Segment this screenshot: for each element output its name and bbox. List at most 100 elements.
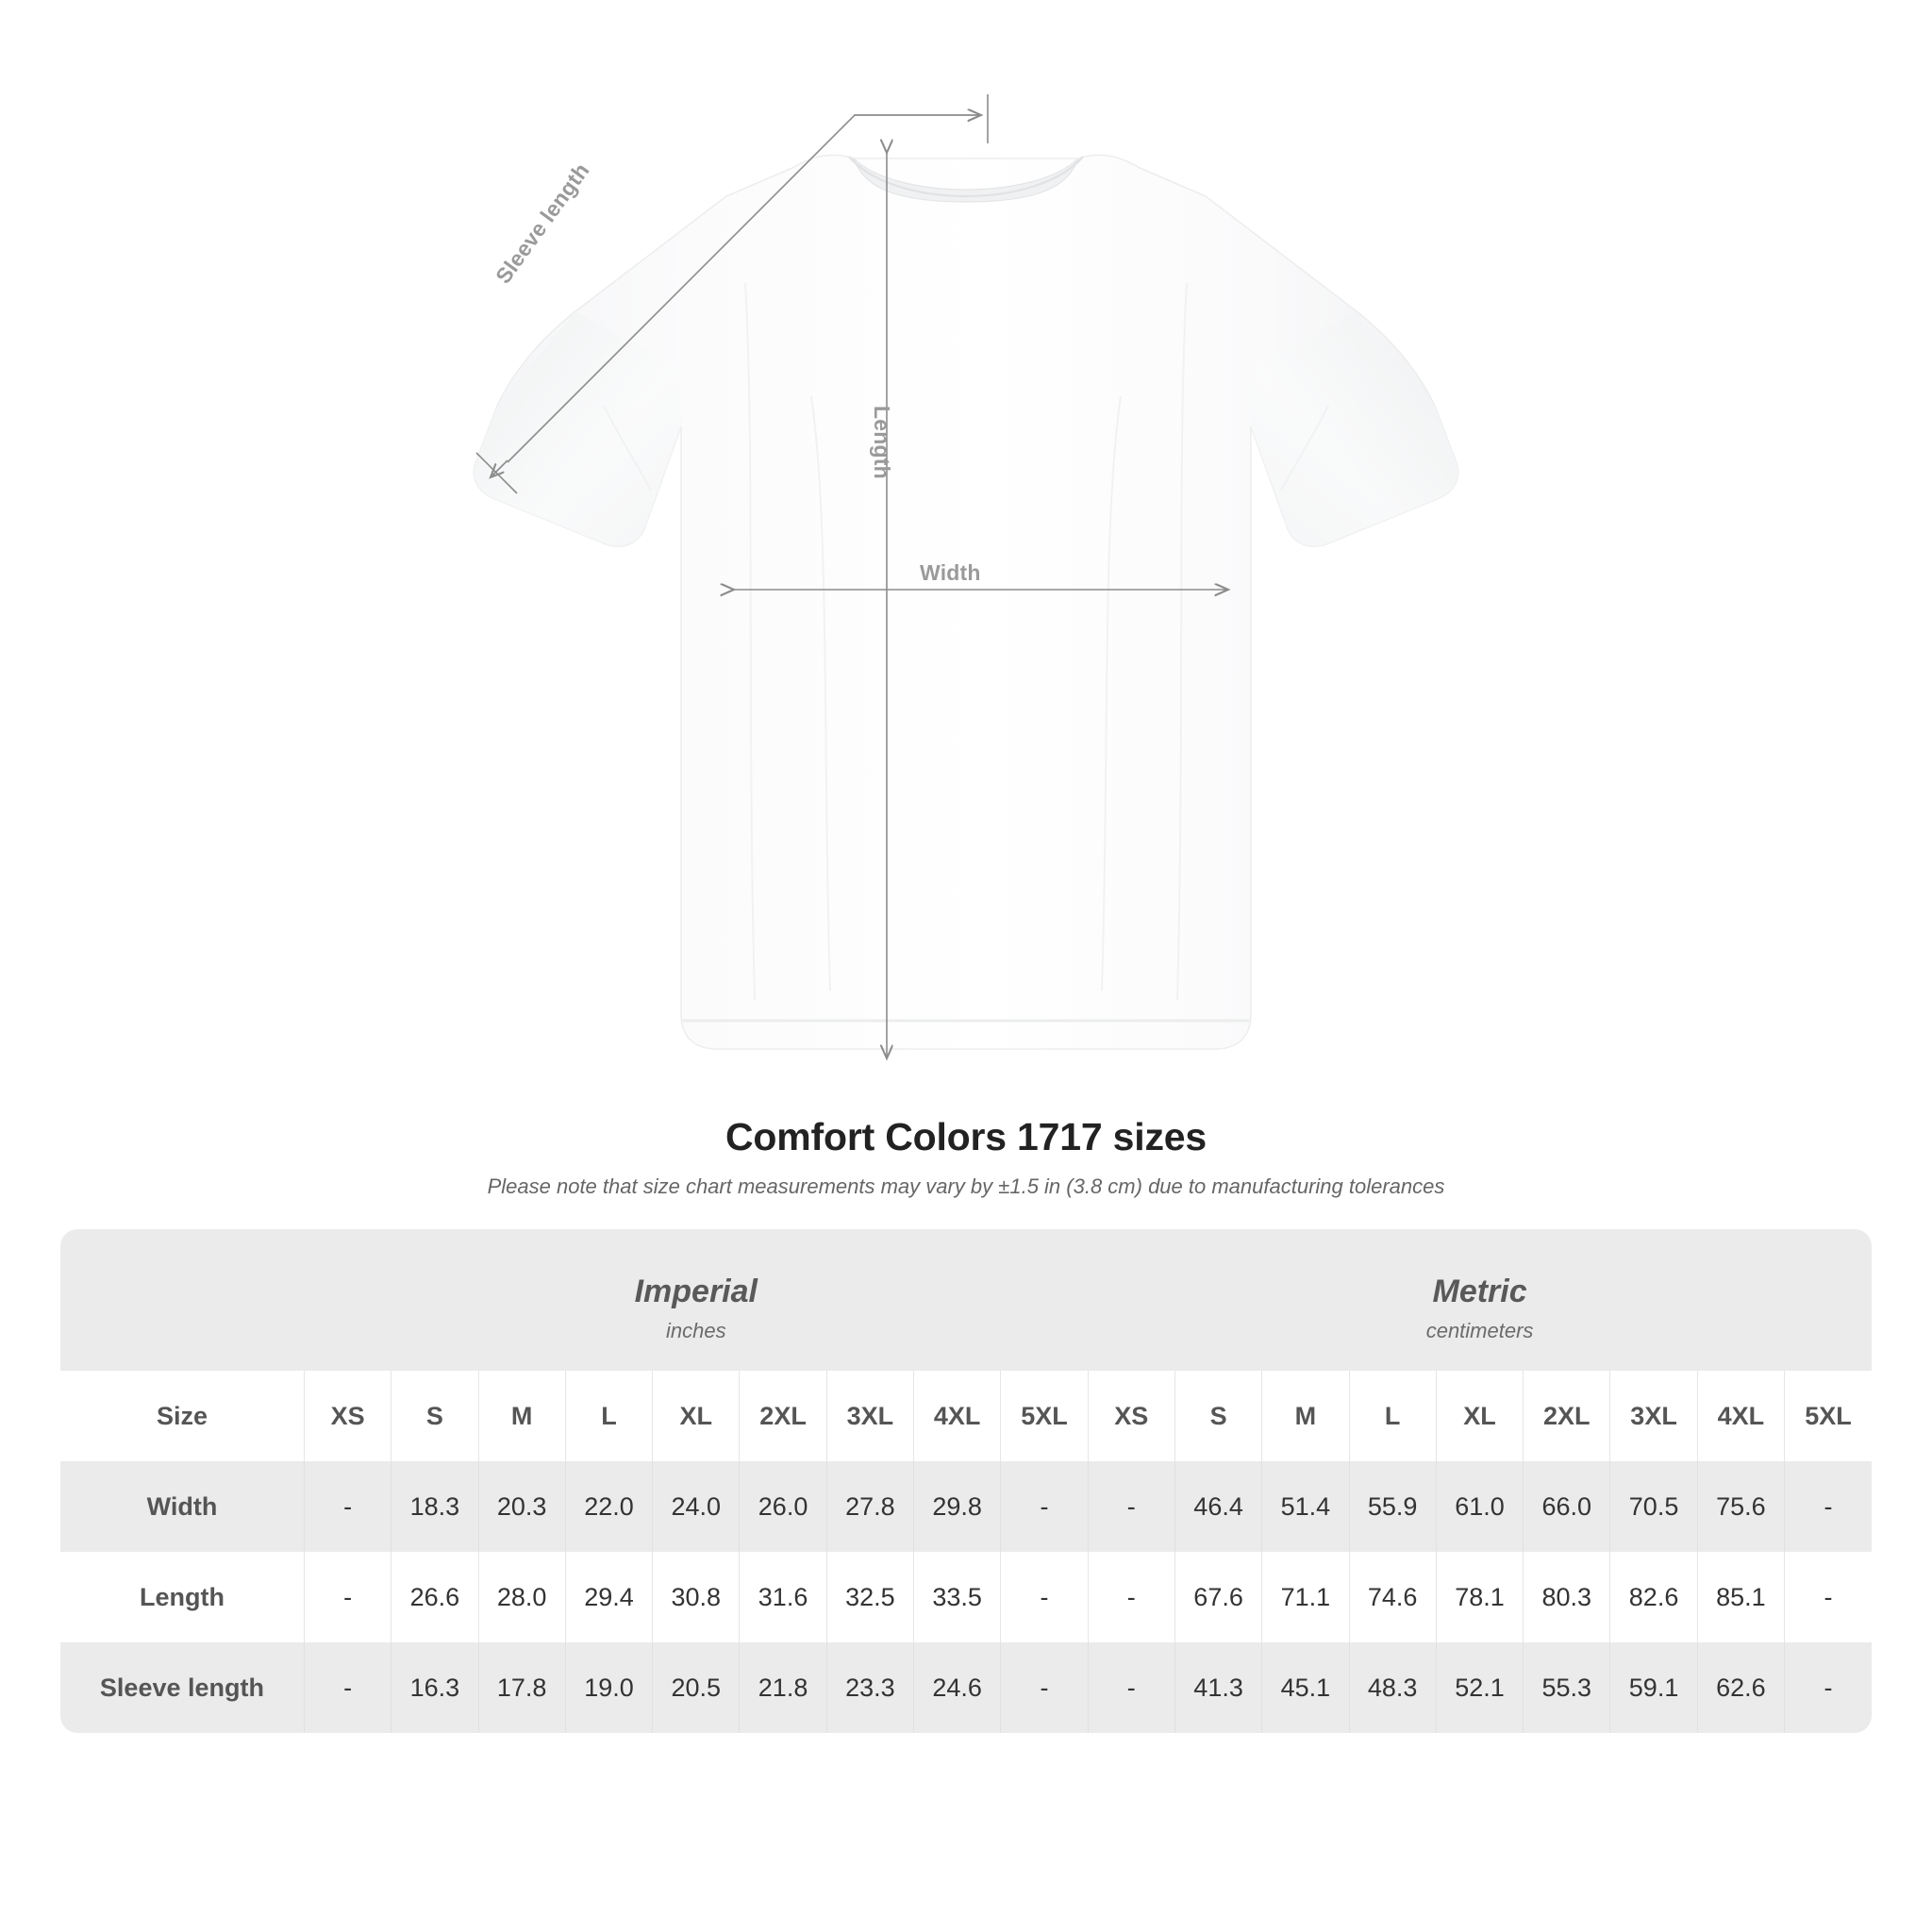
- cell-length-imperial-2xl: 31.6: [739, 1552, 827, 1642]
- table-row: Width - 18.3 20.3 22.0 24.0 26.0 27.8 29…: [60, 1461, 1872, 1552]
- cell-length-imperial-l: 29.4: [564, 1552, 653, 1642]
- cell-sleeve-imperial-3xl: 23.3: [825, 1642, 914, 1733]
- size-col-imperial-m: M: [477, 1371, 566, 1461]
- cell-width-metric-xs: -: [1087, 1461, 1175, 1552]
- cell-width-metric-xl: 61.0: [1435, 1461, 1524, 1552]
- unit-metric: Metric centimeters: [1088, 1229, 1872, 1371]
- cell-length-metric-m: 71.1: [1261, 1552, 1350, 1642]
- cell-width-metric-m: 51.4: [1261, 1461, 1350, 1552]
- size-col-imperial-xs: XS: [303, 1371, 391, 1461]
- cell-sleeve-imperial-xl: 20.5: [652, 1642, 740, 1733]
- cell-sleeve-metric-l: 48.3: [1348, 1642, 1437, 1733]
- size-col-metric-2xl: 2XL: [1523, 1371, 1610, 1461]
- cell-width-metric-5xl: -: [1784, 1461, 1872, 1552]
- cell-sleeve-imperial-2xl: 21.8: [739, 1642, 827, 1733]
- cell-width-metric-2xl: 66.0: [1523, 1461, 1610, 1552]
- row-label-sleeve-length: Sleeve length: [60, 1642, 305, 1733]
- tolerance-note: Please note that size chart measurements…: [487, 1174, 1445, 1198]
- size-col-imperial-l: L: [564, 1371, 653, 1461]
- cell-sleeve-imperial-l: 19.0: [564, 1642, 653, 1733]
- cell-sleeve-metric-4xl: 62.6: [1696, 1642, 1785, 1733]
- cell-length-metric-4xl: 85.1: [1696, 1552, 1785, 1642]
- unit-imperial-name: Imperial: [634, 1274, 758, 1310]
- size-col-imperial-3xl: 3XL: [825, 1371, 914, 1461]
- cell-sleeve-imperial-s: 16.3: [391, 1642, 479, 1733]
- cell-length-imperial-s: 26.6: [391, 1552, 479, 1642]
- width-label: Width: [920, 560, 981, 585]
- row-label-width: Width: [60, 1461, 305, 1552]
- cell-sleeve-imperial-5xl: -: [1000, 1642, 1089, 1733]
- size-header-label: Size: [60, 1371, 305, 1461]
- cell-width-metric-l: 55.9: [1348, 1461, 1437, 1552]
- cell-width-metric-4xl: 75.6: [1696, 1461, 1785, 1552]
- cell-width-imperial-2xl: 26.0: [739, 1461, 827, 1552]
- cell-length-metric-5xl: -: [1784, 1552, 1872, 1642]
- size-col-metric-xl: XL: [1435, 1371, 1524, 1461]
- cell-length-metric-xl: 78.1: [1435, 1552, 1524, 1642]
- unit-band-row: Imperial inches Metric centimeters: [60, 1229, 1872, 1371]
- unit-band-corner: [60, 1229, 305, 1371]
- shirt-body-shape: [473, 154, 1459, 1050]
- size-col-imperial-2xl: 2XL: [739, 1371, 827, 1461]
- cell-length-imperial-m: 28.0: [477, 1552, 566, 1642]
- cell-sleeve-imperial-4xl: 24.6: [913, 1642, 1001, 1733]
- cell-length-metric-s: 67.6: [1174, 1552, 1262, 1642]
- length-label: Length: [870, 406, 894, 479]
- page-title: Comfort Colors 1717 sizes: [725, 1115, 1207, 1158]
- size-col-metric-xs: XS: [1087, 1371, 1175, 1461]
- cell-sleeve-metric-xs: -: [1087, 1642, 1175, 1733]
- tshirt-graphic: [473, 94, 1459, 1113]
- tshirt-illustration: Sleeve length Length Width: [473, 94, 1459, 1113]
- title-block: Comfort Colors 1717 sizes Please note th…: [0, 1115, 1932, 1199]
- cell-length-imperial-xl: 30.8: [652, 1552, 740, 1642]
- cell-length-imperial-5xl: -: [1000, 1552, 1089, 1642]
- cell-width-imperial-xl: 24.0: [652, 1461, 740, 1552]
- cell-length-imperial-3xl: 32.5: [825, 1552, 914, 1642]
- size-col-imperial-5xl: 5XL: [1000, 1371, 1089, 1461]
- size-header-row: Size XS S M L XL 2XL 3XL 4XL 5XL XS S M …: [60, 1371, 1872, 1461]
- table-row: Sleeve length - 16.3 17.8 19.0 20.5 21.8…: [60, 1642, 1872, 1733]
- unit-metric-sub: centimeters: [1425, 1318, 1534, 1342]
- size-col-imperial-xl: XL: [652, 1371, 740, 1461]
- size-col-metric-4xl: 4XL: [1696, 1371, 1785, 1461]
- sleeve-measure-arrow: [475, 94, 989, 494]
- table-row: Length - 26.6 28.0 29.4 30.8 31.6 32.5 3…: [60, 1552, 1872, 1642]
- size-col-metric-5xl: 5XL: [1784, 1371, 1872, 1461]
- cell-width-imperial-xs: -: [303, 1461, 391, 1552]
- unit-imperial: Imperial inches: [304, 1229, 1089, 1371]
- cell-width-metric-3xl: 70.5: [1609, 1461, 1698, 1552]
- cell-width-imperial-s: 18.3: [391, 1461, 479, 1552]
- unit-metric-name: Metric: [1432, 1274, 1527, 1310]
- size-col-imperial-4xl: 4XL: [913, 1371, 1001, 1461]
- cell-length-metric-2xl: 80.3: [1523, 1552, 1610, 1642]
- cell-width-imperial-3xl: 27.8: [825, 1461, 914, 1552]
- size-col-metric-s: S: [1174, 1371, 1262, 1461]
- cell-length-metric-3xl: 82.6: [1609, 1552, 1698, 1642]
- cell-length-imperial-4xl: 33.5: [913, 1552, 1001, 1642]
- cell-length-metric-l: 74.6: [1348, 1552, 1437, 1642]
- size-table-wrapper: Imperial inches Metric centimeters Size …: [0, 1229, 1932, 1733]
- size-col-imperial-s: S: [391, 1371, 479, 1461]
- size-col-metric-l: L: [1348, 1371, 1437, 1461]
- size-table: Imperial inches Metric centimeters Size …: [60, 1229, 1872, 1733]
- cell-sleeve-metric-3xl: 59.1: [1609, 1642, 1698, 1733]
- cell-sleeve-metric-m: 45.1: [1261, 1642, 1350, 1733]
- cell-width-metric-s: 46.4: [1174, 1461, 1262, 1552]
- size-col-metric-3xl: 3XL: [1609, 1371, 1698, 1461]
- cell-width-imperial-l: 22.0: [564, 1461, 653, 1552]
- cell-sleeve-imperial-xs: -: [303, 1642, 391, 1733]
- size-col-metric-m: M: [1261, 1371, 1350, 1461]
- cell-width-imperial-4xl: 29.8: [913, 1461, 1001, 1552]
- cell-sleeve-metric-xl: 52.1: [1435, 1642, 1524, 1733]
- cell-length-metric-xs: -: [1087, 1552, 1175, 1642]
- cell-sleeve-metric-2xl: 55.3: [1523, 1642, 1610, 1733]
- cell-width-imperial-m: 20.3: [477, 1461, 566, 1552]
- cell-length-imperial-xs: -: [303, 1552, 391, 1642]
- row-label-length: Length: [60, 1552, 305, 1642]
- cell-sleeve-metric-5xl: -: [1784, 1642, 1872, 1733]
- unit-imperial-sub: inches: [665, 1318, 726, 1342]
- cell-sleeve-metric-s: 41.3: [1174, 1642, 1262, 1733]
- cell-width-imperial-5xl: -: [1000, 1461, 1089, 1552]
- cell-sleeve-imperial-m: 17.8: [477, 1642, 566, 1733]
